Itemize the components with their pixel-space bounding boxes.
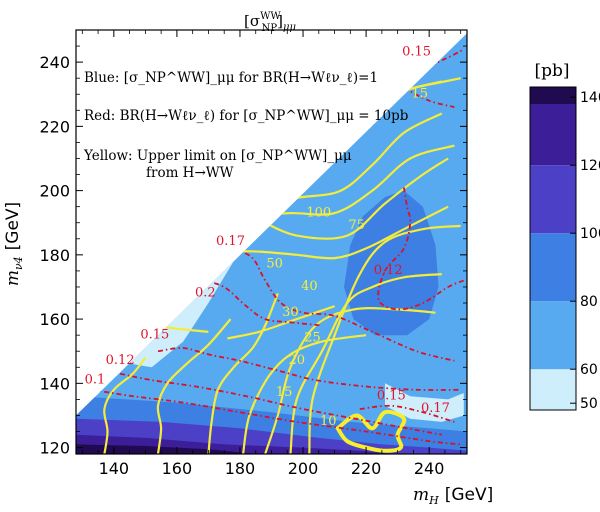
red-label-0.15: 0.15 bbox=[377, 388, 406, 403]
yellow-label-100: 100 bbox=[306, 205, 331, 220]
yellow-label-50: 50 bbox=[266, 257, 283, 272]
red-label-0.2: 0.2 bbox=[195, 286, 216, 301]
x-tick-label: 220 bbox=[351, 459, 382, 478]
x-tick-label: 240 bbox=[414, 459, 445, 478]
chart-title: [σWW NP]μμ bbox=[244, 11, 296, 34]
colorbar-band bbox=[530, 233, 576, 302]
yellow-label-40: 40 bbox=[301, 279, 318, 294]
red-label-0.17: 0.17 bbox=[421, 401, 450, 416]
colorbar-tick-label: 100 bbox=[580, 226, 600, 242]
plot-area bbox=[76, 33, 467, 454]
yellow-label-10: 10 bbox=[320, 414, 337, 429]
legend-yellow-line1: Yellow: Upper limit on [σ_NP^WW]_μμ bbox=[83, 148, 352, 164]
yellow-label-75: 75 bbox=[348, 218, 365, 233]
colorbar-band bbox=[530, 87, 576, 104]
red-contour-0.17 bbox=[233, 247, 455, 362]
yellow-contour-50 bbox=[308, 224, 461, 454]
y-tick-label: 120 bbox=[39, 439, 70, 458]
legend-blue: Blue: [σ_NP^WW]_μμ for BR(H→Wℓν_ℓ)=1 bbox=[84, 70, 378, 86]
x-tick-label: 160 bbox=[162, 459, 193, 478]
axes: 140 160 180 200 220 240 120 140 160 180 200 220 240 bbox=[39, 29, 467, 478]
yellow-label-15: 15 bbox=[276, 385, 293, 400]
y-axis-title: mν4[GeV] bbox=[3, 202, 25, 286]
colorbar-title: [pb] bbox=[534, 61, 569, 81]
red-contour-0.2 bbox=[201, 279, 323, 327]
red-label-0.15: 0.15 bbox=[402, 45, 431, 60]
x-tick-label: 140 bbox=[99, 459, 130, 478]
red-contour-0.12 bbox=[377, 187, 465, 311]
yellow-label-25: 25 bbox=[304, 331, 321, 346]
red-contour-0.15 bbox=[403, 87, 455, 108]
colorbar-band bbox=[530, 165, 576, 234]
y-tick-label: 160 bbox=[39, 310, 70, 329]
yellow-label-15: 15 bbox=[411, 86, 428, 101]
colorbar-tick-label: 140 bbox=[580, 90, 600, 106]
region-max-band bbox=[76, 444, 256, 454]
region-mid-blue-right bbox=[344, 190, 439, 336]
y-tick-label: 140 bbox=[39, 374, 70, 393]
yellow-contour-10 bbox=[103, 356, 147, 454]
colorbar-band bbox=[530, 104, 576, 166]
colorbar-band bbox=[530, 301, 576, 370]
legend-red: Red: BR(H→Wℓν_ℓ) for [σ_NP^WW]_μμ = 10pb bbox=[84, 108, 408, 124]
yellow-contour-20 bbox=[207, 292, 279, 454]
yellow-contour-15 bbox=[156, 318, 232, 454]
red-label-0.1: 0.1 bbox=[85, 372, 106, 387]
red-contour-0.1 bbox=[91, 388, 461, 446]
x-axis-title: mH [GeV] bbox=[413, 485, 493, 507]
red-contour-0.15 bbox=[359, 404, 455, 423]
red-label-0.12: 0.12 bbox=[106, 353, 135, 368]
yellow-limit-loop bbox=[334, 409, 407, 453]
colorbar-tick-label: 50 bbox=[580, 396, 598, 412]
colorbar-frame bbox=[529, 86, 577, 411]
yellow-label-30: 30 bbox=[282, 305, 299, 320]
yellow-contour-25 bbox=[242, 334, 367, 454]
colorbar-tick-label: 120 bbox=[580, 158, 600, 174]
legend: Blue: [σ_NP^WW]_μμ for BR(H→Wℓν_ℓ)=1 Red… bbox=[83, 70, 408, 181]
red-label-0.15: 0.15 bbox=[140, 327, 169, 342]
legend-yellow-line2: from H→WW bbox=[146, 165, 234, 181]
red-contour-0.12 bbox=[119, 372, 442, 436]
yellow-label-20: 20 bbox=[288, 353, 305, 368]
colorbar-tick-label: 80 bbox=[580, 294, 598, 310]
y-tick-label: 180 bbox=[39, 246, 70, 265]
colorbar-tick-label: 60 bbox=[580, 362, 598, 378]
y-tick-label: 240 bbox=[39, 53, 70, 72]
yellow-contour-100 bbox=[274, 112, 443, 202]
colorbar: [pb] 50 60 80 100 120 140 bbox=[529, 61, 600, 412]
yellow-contour-14 bbox=[227, 305, 335, 340]
colorbar-band bbox=[530, 369, 576, 410]
yellow-contour-75 bbox=[258, 157, 449, 240]
x-tick-label: 200 bbox=[288, 459, 319, 478]
red-label-0.12: 0.12 bbox=[374, 263, 403, 278]
red-label-0.17: 0.17 bbox=[216, 234, 245, 249]
region-light-band bbox=[385, 383, 464, 422]
y-tick-label: 220 bbox=[39, 117, 70, 136]
y-tick-label: 200 bbox=[39, 182, 70, 201]
x-tick-label: 180 bbox=[225, 459, 256, 478]
